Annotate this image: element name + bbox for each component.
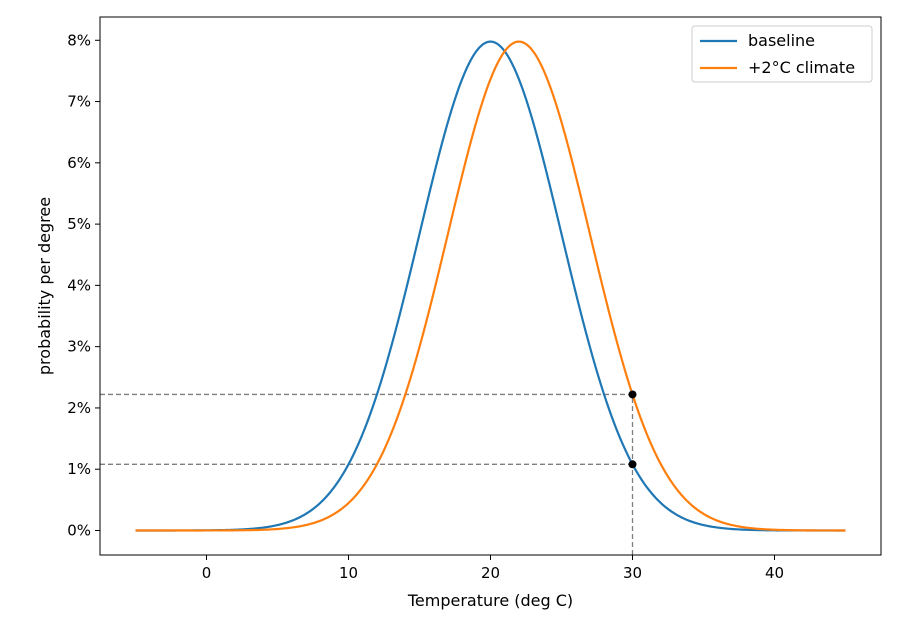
y-tick-label: 7%: [67, 93, 91, 111]
y-tick-label: 1%: [67, 460, 91, 478]
y-tick-label: 2%: [67, 399, 91, 417]
x-axis-label: Temperature (deg C): [407, 591, 573, 610]
x-tick-label: 40: [765, 564, 784, 582]
legend-label-baseline: baseline: [748, 31, 815, 50]
legend-label-2-c-climate: +2°C climate: [748, 58, 855, 77]
x-tick-label: 30: [623, 564, 642, 582]
y-tick-label: 4%: [67, 276, 91, 294]
marker-baseline: [628, 460, 637, 469]
x-axis: 0 10 20 30 40: [202, 555, 784, 582]
series-line-2-c-climate: [135, 40, 846, 532]
y-tick-label: 8%: [67, 31, 91, 49]
marker-2-c-climate: [628, 390, 637, 399]
y-tick-label: 6%: [67, 154, 91, 172]
x-tick-label: 20: [481, 564, 500, 582]
y-tick-label: 3%: [67, 338, 91, 356]
plot-area: [100, 40, 846, 555]
series-line-baseline: [135, 40, 846, 532]
y-axis: 0% 1% 2% 3% 4% 5% 6% 7% 8%: [67, 31, 100, 539]
legend: baseline +2°C climate: [691, 25, 873, 83]
reference-lines: [100, 393, 634, 555]
y-axis-label: probability per degree: [35, 197, 54, 375]
y-tick-label: 0%: [67, 521, 91, 539]
markers: [628, 390, 637, 469]
x-tick-label: 0: [202, 564, 212, 582]
x-tick-label: 10: [339, 564, 358, 582]
series-lines: [135, 40, 846, 532]
y-tick-label: 5%: [67, 215, 91, 233]
